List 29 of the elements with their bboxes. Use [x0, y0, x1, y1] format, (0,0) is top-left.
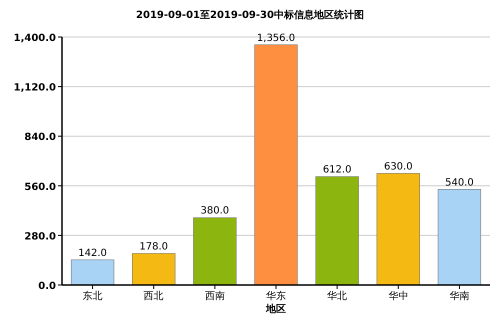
data-label: 540.0: [445, 177, 474, 188]
bar: [193, 217, 237, 286]
y-tick-label: 1,120.0: [14, 82, 56, 94]
data-label: 178.0: [139, 241, 168, 252]
data-label: 612.0: [322, 164, 352, 176]
bar: [254, 44, 298, 286]
x-tick-label: 东北: [82, 290, 103, 302]
x-tick-label: 华北: [327, 290, 348, 302]
x-tick-label: 华南: [449, 290, 470, 302]
x-tick-label: 华东: [266, 290, 286, 302]
y-tick-label: 280.0: [24, 231, 56, 242]
bar: [376, 173, 420, 286]
x-tick-label: 西南: [204, 290, 225, 302]
data-label: 1,356.0: [256, 32, 296, 44]
chart-title: 2019-09-01至2019-09-30中标信息地区统计图: [136, 9, 364, 21]
data-label: 380.0: [200, 206, 230, 217]
bar: [438, 189, 482, 286]
y-tick-label: 0.0: [38, 281, 56, 292]
x-tick-label: 华中: [388, 290, 408, 302]
x-tick-label: 西北: [144, 290, 164, 302]
data-label: 630.0: [384, 161, 413, 172]
y-tick-label: 840.0: [24, 132, 56, 144]
data-label: 142.0: [78, 248, 107, 259]
bar: [315, 176, 359, 286]
y-tick-label: 560.0: [24, 182, 56, 193]
bar: [70, 260, 114, 286]
x-axis-title: 地区: [265, 303, 286, 315]
bar: [132, 253, 176, 286]
y-tick-label: 1,400.0: [14, 33, 56, 44]
